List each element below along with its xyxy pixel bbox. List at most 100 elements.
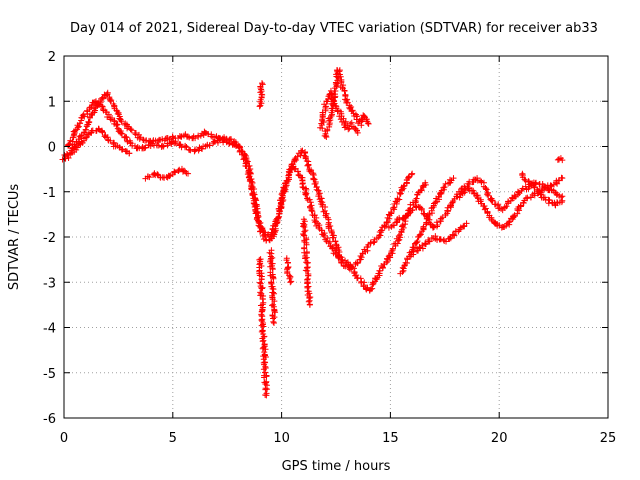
data-point bbox=[430, 224, 437, 231]
data-point bbox=[270, 275, 277, 282]
y-tick-label: -5 bbox=[43, 367, 56, 382]
data-point bbox=[260, 323, 267, 330]
y-tick-label: 0 bbox=[48, 141, 56, 156]
data-point bbox=[456, 194, 463, 201]
chart-title: Day 014 of 2021, Sidereal Day-to-day VTE… bbox=[70, 21, 598, 36]
data-point bbox=[67, 137, 74, 144]
data-point bbox=[71, 143, 78, 150]
data-point bbox=[104, 91, 111, 98]
data-point bbox=[419, 242, 426, 249]
data-point bbox=[84, 131, 91, 138]
data-point bbox=[483, 186, 490, 193]
data-point bbox=[195, 133, 202, 140]
data-point bbox=[433, 219, 440, 226]
data-point bbox=[206, 142, 213, 149]
data-point bbox=[559, 175, 566, 182]
data-point bbox=[345, 126, 352, 133]
data-point bbox=[318, 195, 325, 202]
data-point bbox=[413, 195, 420, 202]
data-point bbox=[390, 205, 397, 212]
x-tick-label: 10 bbox=[273, 431, 290, 446]
data-point bbox=[257, 260, 264, 267]
data-point bbox=[409, 170, 416, 177]
data-point bbox=[123, 134, 130, 141]
data-point bbox=[278, 191, 285, 198]
data-point bbox=[533, 179, 540, 186]
data-point bbox=[304, 195, 311, 202]
data-point bbox=[365, 120, 372, 127]
y-tick-label: 2 bbox=[48, 50, 56, 65]
data-point bbox=[449, 199, 456, 206]
data-point bbox=[388, 223, 395, 230]
data-point bbox=[119, 146, 126, 153]
data-point bbox=[341, 87, 348, 94]
data-point bbox=[258, 86, 265, 93]
data-point bbox=[119, 130, 126, 137]
data-point bbox=[460, 223, 467, 230]
data-point bbox=[526, 181, 533, 188]
data-point bbox=[240, 156, 247, 163]
data-point bbox=[321, 101, 328, 108]
data-point bbox=[259, 80, 266, 87]
data-point bbox=[391, 222, 398, 229]
data-point bbox=[302, 267, 309, 274]
data-point bbox=[324, 235, 331, 242]
data-point bbox=[405, 174, 412, 181]
data-point bbox=[199, 145, 206, 152]
data-point bbox=[272, 309, 279, 316]
data-point bbox=[447, 235, 454, 242]
data-point bbox=[419, 245, 426, 252]
data-point bbox=[321, 230, 328, 237]
data-point bbox=[241, 151, 248, 158]
data-point bbox=[118, 130, 125, 137]
data-point bbox=[108, 97, 115, 104]
data-point bbox=[76, 120, 83, 127]
data-point bbox=[300, 184, 307, 191]
data-point bbox=[258, 316, 265, 323]
data-point bbox=[126, 150, 133, 157]
data-point bbox=[332, 238, 339, 245]
data-point bbox=[302, 255, 309, 262]
data-point bbox=[339, 259, 346, 266]
data-point bbox=[555, 177, 562, 184]
data-point bbox=[304, 267, 311, 274]
data-point bbox=[82, 126, 89, 133]
data-point bbox=[75, 123, 82, 130]
data-point bbox=[383, 218, 390, 225]
data-point bbox=[277, 200, 284, 207]
data-point bbox=[294, 153, 301, 160]
data-point bbox=[303, 158, 310, 165]
data-point bbox=[285, 264, 292, 271]
data-point bbox=[306, 301, 313, 308]
data-point bbox=[414, 238, 421, 245]
data-point bbox=[160, 143, 167, 150]
y-tick-label: -1 bbox=[43, 186, 56, 201]
data-point bbox=[360, 112, 367, 119]
data-point bbox=[505, 198, 512, 205]
data-point bbox=[336, 68, 343, 75]
x-tick-label: 5 bbox=[169, 431, 177, 446]
data-point bbox=[559, 157, 566, 164]
data-point bbox=[402, 259, 409, 266]
data-point bbox=[271, 298, 278, 305]
data-point bbox=[260, 353, 267, 360]
data-point bbox=[86, 119, 93, 126]
data-point bbox=[253, 203, 260, 210]
data-point bbox=[426, 210, 433, 217]
y-tick-label: -4 bbox=[43, 322, 56, 337]
data-point bbox=[417, 231, 424, 238]
data-point bbox=[95, 101, 102, 108]
data-point bbox=[331, 247, 338, 254]
data-point bbox=[176, 166, 183, 173]
data-point bbox=[271, 314, 278, 321]
data-point bbox=[294, 168, 301, 175]
data-point bbox=[92, 98, 99, 105]
data-point bbox=[387, 208, 394, 215]
data-point bbox=[271, 228, 278, 235]
data-point bbox=[166, 173, 173, 180]
data-point bbox=[376, 267, 383, 274]
data-point bbox=[299, 183, 306, 190]
data-point bbox=[335, 255, 342, 262]
data-point bbox=[355, 120, 362, 127]
